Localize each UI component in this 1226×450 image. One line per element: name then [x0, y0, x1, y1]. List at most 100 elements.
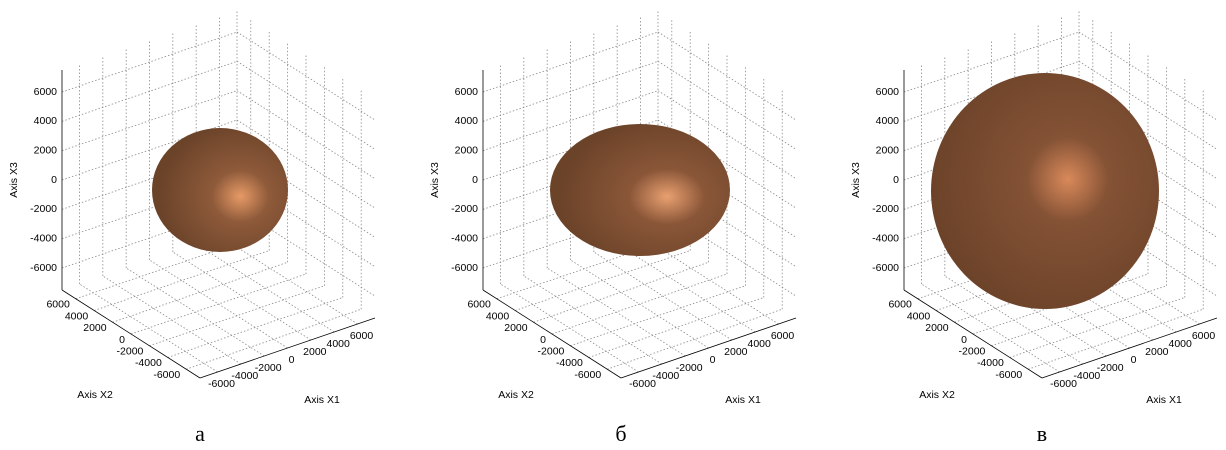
- caption: а: [195, 421, 205, 446]
- grid-line: [967, 267, 1107, 357]
- x3-tick-label: -4000: [872, 232, 899, 244]
- axis-label: Axis X1: [725, 394, 761, 406]
- grid-line: [61, 31, 238, 93]
- x1-tick-label: 6000: [771, 330, 795, 342]
- x2-tick-label: 4000: [486, 310, 510, 322]
- x1-tick-label: 2000: [303, 346, 327, 358]
- grid-line: [172, 251, 312, 341]
- x1-tick-label: 2000: [1145, 346, 1169, 358]
- caption: б: [615, 421, 626, 446]
- x3-tick-label: -4000: [451, 232, 478, 244]
- x2-tick-label: 2000: [83, 322, 107, 334]
- axis-label: Axis X2: [919, 389, 955, 401]
- grid-line: [657, 178, 797, 268]
- x2-tick-label: 4000: [907, 310, 931, 322]
- axis-line: [61, 289, 201, 379]
- grid-line: [219, 235, 358, 325]
- grid-line: [533, 261, 709, 323]
- grid-line: [944, 275, 1084, 365]
- x3-tick-label: 6000: [34, 86, 58, 98]
- x3-tick-label: -6000: [30, 262, 57, 274]
- grid-line: [79, 283, 218, 373]
- panels: 6000400020000-2000-4000-6000600040002000…: [8, 10, 1218, 446]
- axis-label: Axis X1: [1146, 394, 1182, 406]
- grid-line: [195, 243, 335, 333]
- grid-line: [523, 275, 663, 365]
- x2-tick-label: 0: [119, 334, 125, 346]
- grid-line: [1061, 235, 1200, 325]
- grid-line: [546, 267, 686, 357]
- grid-line: [482, 90, 659, 152]
- x3-tick-label: -2000: [872, 203, 899, 215]
- x3-tick-label: 2000: [455, 144, 479, 156]
- grid-line: [236, 178, 376, 268]
- x2-tick-label: -4000: [556, 357, 583, 369]
- x1-tick-label: 2000: [724, 346, 748, 358]
- axis-line: [1041, 317, 1218, 379]
- x3-tick-label: 4000: [455, 115, 479, 127]
- grid-line: [186, 308, 362, 370]
- x3-tick-label: 0: [472, 174, 478, 186]
- grid-line: [167, 297, 343, 358]
- x2-tick-label: -6000: [574, 369, 601, 381]
- x3-tick-label: 2000: [34, 144, 58, 156]
- x3-tick-label: 0: [51, 174, 57, 186]
- x1-tick-label: 0: [1131, 354, 1137, 366]
- surface: [931, 73, 1159, 309]
- x3-tick-label: 4000: [876, 115, 900, 127]
- x1-tick-label: -6000: [1050, 378, 1077, 390]
- x1-tick-label: -2000: [255, 362, 282, 374]
- grid-line: [482, 31, 659, 93]
- grid-line: [1078, 31, 1218, 121]
- x2-tick-label: 2000: [504, 322, 528, 334]
- x2-tick-label: 6000: [888, 299, 912, 311]
- x3-tick-label: 2000: [876, 144, 900, 156]
- x2-tick-label: 0: [540, 334, 546, 346]
- grid-line: [570, 259, 709, 349]
- x3-tick-label: 6000: [876, 86, 900, 98]
- x1-tick-label: -4000: [652, 370, 679, 382]
- grid-line: [112, 261, 288, 323]
- grid-line: [94, 250, 270, 311]
- x1-tick-label: -2000: [676, 362, 703, 374]
- x2-tick-label: -4000: [135, 357, 162, 369]
- caption: в: [1037, 421, 1047, 446]
- axis-line: [482, 289, 622, 379]
- grid-line: [903, 31, 1080, 93]
- surface: [152, 128, 288, 252]
- axis-label: Axis X2: [498, 389, 534, 401]
- x1-tick-label: -6000: [629, 378, 656, 390]
- x2-tick-label: 4000: [65, 310, 89, 322]
- axis-label: Axis X2: [77, 389, 113, 401]
- grid-line: [236, 31, 376, 121]
- x3-tick-label: -6000: [872, 262, 899, 274]
- x3-tick-label: -6000: [451, 262, 478, 274]
- grid-line: [102, 275, 242, 365]
- x2-tick-label: 0: [961, 334, 967, 346]
- x2-tick-label: -6000: [153, 369, 180, 381]
- axis-label: Axis X1: [304, 394, 340, 406]
- grid-line: [125, 267, 265, 357]
- x1-tick-label: 0: [710, 354, 716, 366]
- grid-line: [236, 90, 376, 180]
- grid-line: [921, 283, 1060, 373]
- x1-tick-label: 6000: [1192, 330, 1216, 342]
- x1-tick-label: -4000: [231, 370, 258, 382]
- axis-label: Axis X3: [8, 162, 20, 198]
- grid-line: [593, 251, 733, 341]
- x3-tick-label: -4000: [30, 232, 57, 244]
- axis-line: [199, 317, 376, 379]
- axis-line: [620, 317, 797, 379]
- grid-line: [1028, 308, 1204, 370]
- x2-tick-label: -2000: [117, 346, 144, 358]
- x1-tick-label: 4000: [1168, 338, 1192, 350]
- x2-tick-label: 6000: [46, 299, 70, 311]
- grid-line: [588, 297, 764, 358]
- x1-tick-label: 4000: [747, 338, 771, 350]
- x3-tick-label: 6000: [455, 86, 479, 98]
- x2-tick-label: 2000: [925, 322, 949, 334]
- x1-tick-label: 6000: [350, 330, 374, 342]
- panel: 6000400020000-2000-4000-6000600040002000…: [8, 10, 376, 446]
- grid-line: [657, 31, 797, 121]
